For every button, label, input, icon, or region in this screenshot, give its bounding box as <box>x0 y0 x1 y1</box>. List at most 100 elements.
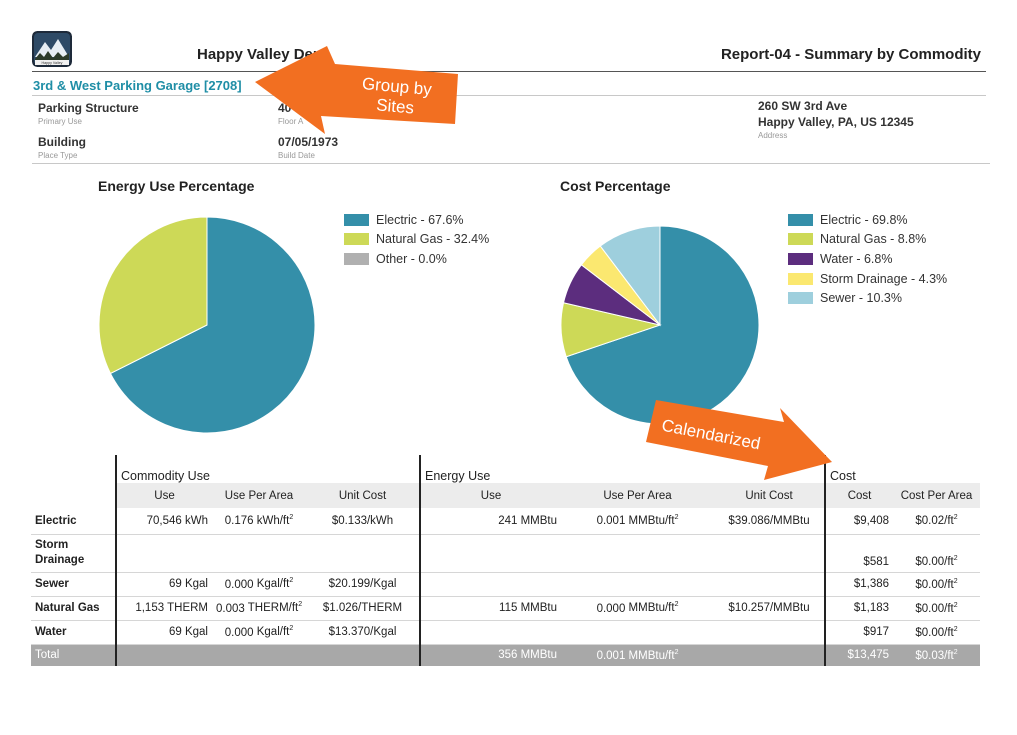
legend-item: Natural Gas - 32.4% <box>344 230 489 250</box>
col-use-per-area: Use Per Area <box>212 483 306 508</box>
use-unit: Kgal <box>184 626 208 638</box>
header-divider <box>32 71 986 72</box>
report-title: Report-04 - Summary by Commodity <box>720 46 981 63</box>
col-cost-per-area: Cost Per Area <box>893 483 981 508</box>
energy-chart-legend: Electric - 67.6% Natural Gas - 32.4% Other… <box>344 210 489 269</box>
use-per-area-unit: kWh/ft2 <box>256 514 294 528</box>
use-per-area-value: 0.000 <box>224 578 254 591</box>
table-row: Natural Gas 1,153 THERM 0.003 THERM/ft2 … <box>31 596 981 621</box>
legend-label: Electric - 69.8% <box>820 212 908 227</box>
calendarized-callout <box>646 400 832 480</box>
use-unit: Kgal <box>184 578 208 590</box>
group-by-sites-callout <box>255 46 458 134</box>
legend-item: Electric - 69.8% <box>788 210 947 230</box>
cost-per-area: $0.00/ft2 <box>893 534 981 573</box>
legend-swatch <box>344 252 369 265</box>
col-cost: Cost <box>824 483 894 508</box>
row-name: Water <box>31 620 116 645</box>
cost-chart-legend: Electric - 69.8% Natural Gas - 8.8% Water … <box>788 210 947 308</box>
use-unit: kWh <box>185 514 208 527</box>
unit-cost: $20.199/Kgal <box>306 572 421 597</box>
total-cost: $13,475 <box>824 644 894 666</box>
legend-swatch <box>788 292 813 305</box>
use-value: 69 <box>168 626 182 638</box>
total-energy-use-value: 356 <box>498 649 518 662</box>
use-value: 69 <box>168 578 182 590</box>
primary-use-label: Primary Use <box>38 117 83 126</box>
row-name: Sewer <box>31 572 116 597</box>
total-label: Total <box>31 644 116 666</box>
cost-value: $581 <box>824 534 894 573</box>
legend-label: Sewer - 10.3% <box>820 291 902 306</box>
use-per-area-value: 0.176 <box>224 515 254 528</box>
energy-upa-unit: MMBtu/ft2 <box>628 514 679 528</box>
address-line2: Happy Valley, PA, US 12345 <box>758 115 914 129</box>
legend-label: Storm Drainage - 4.3% <box>820 271 948 286</box>
total-cost-per-area: $0.03/ft2 <box>893 644 981 666</box>
total-row: Total 356 MMBtu 0.001 MMBtu/ft2 $13,475 … <box>31 644 981 666</box>
legend-item: Storm Drainage - 4.3% <box>788 269 947 289</box>
legend-item: Electric - 67.6% <box>344 210 489 230</box>
pie-slice-4 <box>599 225 661 327</box>
place-type-label: Place Type <box>38 151 78 160</box>
site-name-link[interactable]: 3rd & West Parking Garage [2708] <box>33 78 242 93</box>
legend-label: Other - 0.0% <box>376 251 447 266</box>
energy-chart-title: Energy Use Percentage <box>98 178 255 194</box>
row-name: Storm Drainage <box>31 534 116 573</box>
pie-slice-1 <box>98 216 208 375</box>
cost-value: $1,183 <box>824 596 894 621</box>
table-row: Sewer 69 Kgal 0.000 Kgal/ft2 $20.199/Kga… <box>31 572 981 597</box>
col-energy-unit-cost: Unit Cost <box>714 483 826 508</box>
group-energy-use: Energy Use <box>419 455 715 483</box>
commodity-summary-table: Commodity Use Energy Use Cost Use Use Pe… <box>31 455 981 666</box>
use-per-area-value: 0.003 <box>216 602 245 615</box>
use-value: 70,546 <box>146 514 182 527</box>
group-header-row: Commodity Use Energy Use Cost <box>31 455 981 483</box>
energy-use-value: 241 <box>498 514 518 527</box>
legend-swatch <box>788 272 813 285</box>
address-label: Address <box>758 131 788 140</box>
site-divider <box>32 95 986 96</box>
cost-per-area: $0.00/ft2 <box>893 572 981 597</box>
legend-swatch <box>788 213 813 226</box>
legend-label: Electric - 67.6% <box>376 212 464 227</box>
legend-item: Sewer - 10.3% <box>788 288 947 308</box>
energy-use-unit: MMBtu <box>520 602 558 614</box>
cost-value: $9,408 <box>824 508 894 535</box>
cost-per-area: $0.02/ft2 <box>893 508 981 535</box>
use-value: 1,153 <box>135 602 165 614</box>
cost-pie-chart <box>560 225 760 425</box>
group-commodity-use: Commodity Use <box>114 455 421 483</box>
company-logo: Happy Valley <box>32 31 72 67</box>
legend-label: Natural Gas - 32.4% <box>376 232 490 247</box>
floor-area-label: Floor A <box>278 117 304 126</box>
col-use: Use <box>115 483 212 508</box>
energy-use-unit: MMBtu <box>520 514 558 527</box>
energy-upa-value: 0.001 <box>596 515 626 528</box>
table-row: Electric 70,546 kWh 0.176 kWh/ft2 $0.133… <box>31 508 981 535</box>
total-energy-use-unit: MMBtu <box>520 649 558 662</box>
build-date-label: Build Date <box>278 151 315 160</box>
energy-use-pie-chart <box>98 216 316 434</box>
logo-text: Happy Valley <box>42 61 63 65</box>
col-energy-use-per-area: Use Per Area <box>561 483 715 508</box>
table-row: Water 69 Kgal 0.000 Kgal/ft2 $13.370/Kga… <box>31 620 981 645</box>
use-unit: THERM <box>167 602 208 614</box>
legend-item: Natural Gas - 8.8% <box>788 230 947 250</box>
legend-label: Water - 6.8% <box>820 251 893 266</box>
use-per-area-unit: Kgal/ft2 <box>256 625 294 639</box>
organization-title: Happy Valley Dem <box>197 46 327 63</box>
legend-swatch <box>344 213 369 226</box>
column-header-row: Use Use Per Area Unit Cost Use Use Per A… <box>31 483 981 508</box>
energy-use-value: 115 <box>499 602 518 614</box>
legend-swatch <box>788 252 813 265</box>
legend-swatch <box>344 233 369 246</box>
cost-per-area: $0.00/ft2 <box>893 620 981 645</box>
energy-upa-value: 0.000 <box>596 602 626 615</box>
group-cost: Cost <box>824 455 981 483</box>
legend-swatch <box>788 233 813 246</box>
use-per-area-unit: Kgal/ft2 <box>256 577 294 591</box>
energy-upa-unit: MMBtu/ft2 <box>628 601 679 615</box>
primary-use-value: Parking Structure <box>38 101 139 115</box>
table-row: Storm Drainage $581 $0.00/ft2 <box>31 534 981 573</box>
